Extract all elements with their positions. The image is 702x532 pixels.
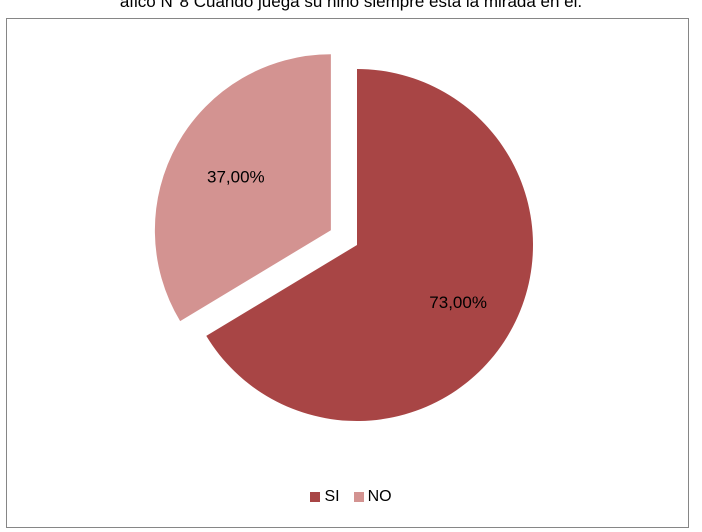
pie-slice-si [206,69,533,421]
chart-title: afico N°8 Cuando juega su niño siempre e… [119,0,583,11]
data-label-no: 37,00% [207,168,265,187]
data-label-si: 73,00% [429,293,487,312]
pie-slice-no [154,54,331,322]
legend: SI NO [0,488,702,506]
legend-swatch-si [310,492,321,502]
legend-item-no: NO [353,488,392,506]
legend-label-si: SI [324,488,340,505]
legend-label-no: NO [367,488,392,505]
legend-swatch-no [353,492,364,502]
legend-item-si: SI [310,488,340,506]
